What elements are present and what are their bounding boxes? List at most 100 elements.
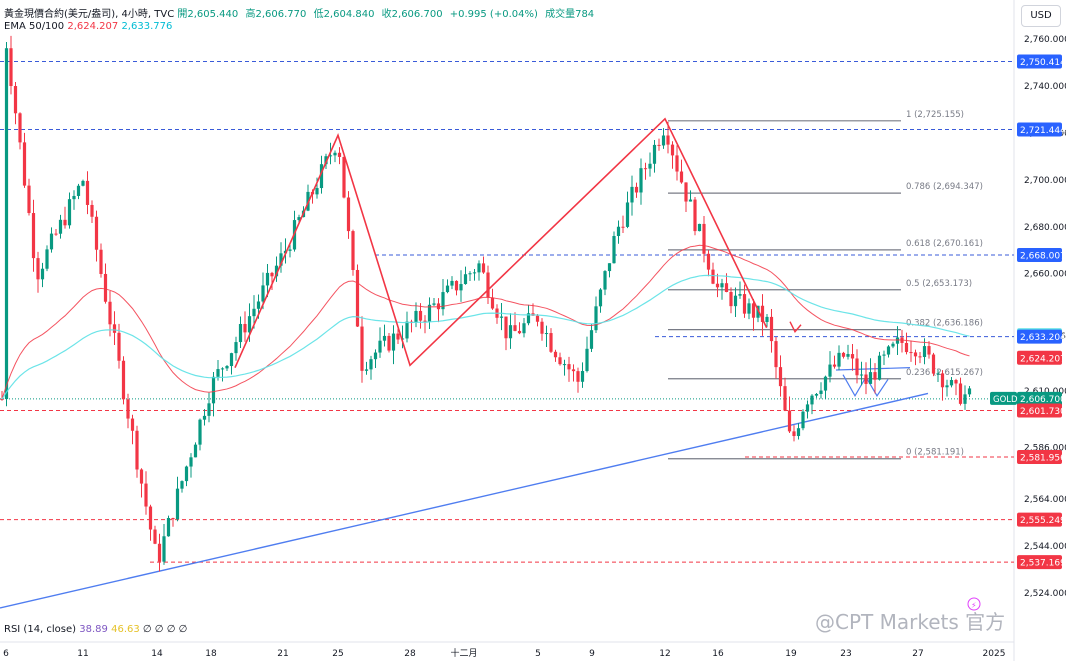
candle-body: [783, 386, 787, 411]
price-level-tag[interactable]: [1017, 512, 1062, 527]
candle-body: [486, 272, 490, 298]
y-tick-label: 2,564.000: [1024, 495, 1066, 505]
x-tick-label: 12: [659, 649, 670, 659]
candle-body: [166, 518, 171, 537]
candle-body: [247, 316, 252, 333]
event-flag-icon[interactable]: [967, 597, 981, 611]
candle-body: [895, 337, 900, 344]
currency-button[interactable]: USD: [1021, 5, 1061, 27]
candle-body: [517, 330, 522, 334]
candle-body: [54, 233, 58, 235]
candle-body: [18, 113, 22, 143]
candle-body: [882, 354, 886, 356]
price-level-tag[interactable]: [1017, 122, 1062, 137]
candle-body: [85, 180, 90, 205]
price-level-label: 2,633.204: [1020, 333, 1066, 343]
candle-body: [544, 333, 549, 335]
candle-body: [580, 371, 585, 382]
price-level-tag[interactable]: [1017, 247, 1062, 262]
fib-level-label: 0 (2,581.191): [906, 448, 964, 458]
high-value: 2,606.770: [255, 9, 307, 20]
fib-level-label: 0.382 (2,636.186): [906, 319, 983, 329]
candle-body: [454, 280, 459, 291]
candle-body: [715, 283, 720, 288]
x-tick-label: 23: [840, 649, 851, 659]
fib-level-label: 0.5 (2,653.173): [906, 279, 972, 289]
candle-body: [243, 323, 247, 333]
candle-body: [360, 326, 364, 371]
candle-body: [94, 216, 99, 250]
price-level-tag[interactable]: [1017, 449, 1062, 464]
price-level-tag[interactable]: [1017, 54, 1062, 69]
candle-body: [562, 364, 567, 366]
candle-body: [36, 258, 40, 280]
x-tick-label: 14: [151, 649, 163, 659]
candle-body: [40, 268, 45, 280]
candle-body: [202, 415, 207, 420]
candle-body: [121, 360, 126, 400]
candle-body: [319, 164, 324, 189]
price-level-label: 2,581.956: [1020, 453, 1066, 463]
candle-body: [13, 86, 18, 114]
candle-body: [904, 342, 909, 353]
candle-body: [9, 48, 13, 87]
candle-body: [958, 383, 963, 404]
candle-body: [499, 316, 504, 318]
candle-body: [846, 354, 850, 357]
ema100-line[interactable]: [1, 274, 970, 400]
pattern-line[interactable]: [234, 117, 768, 368]
candle-body: [477, 263, 481, 273]
candle-body: [567, 364, 571, 370]
watermark: @CPT Markets 官方: [815, 610, 1006, 634]
symbol-tag: [990, 391, 1017, 405]
candle-body: [679, 171, 684, 183]
candle-body: [382, 335, 387, 341]
candle-body: [868, 372, 873, 384]
candle-body: [630, 186, 634, 203]
candle-body: [855, 358, 859, 376]
candle-body: [612, 236, 616, 264]
volume-label: 成交量: [545, 9, 576, 20]
candle-body: [576, 371, 580, 382]
price-level-tag[interactable]: [1017, 350, 1062, 365]
candle-body: [864, 374, 868, 384]
candle-body: [963, 394, 967, 404]
candle-body: [45, 249, 49, 269]
ema100-value: 2,633.776: [121, 21, 173, 32]
candle-body: [639, 168, 643, 193]
candle-body: [351, 231, 355, 270]
trendline[interactable]: [0, 392, 929, 609]
candle-body: [931, 354, 936, 374]
x-tick-label: 6: [3, 649, 9, 659]
candle-body: [805, 404, 810, 412]
candle-body: [445, 285, 450, 293]
candle-body: [702, 223, 706, 254]
candle-body: [436, 303, 441, 310]
candle-body: [526, 313, 531, 324]
candle-body: [540, 321, 544, 334]
candle-body: [297, 217, 301, 221]
neckline[interactable]: [835, 367, 911, 371]
volume-value: 784: [575, 9, 595, 20]
price-level-tag[interactable]: [1017, 403, 1062, 418]
candle-body: [27, 185, 31, 214]
candle-body: [225, 366, 229, 369]
rsi-legend[interactable]: RSI (14, close) 38.89 46.63 ∅ ∅ ∅ ∅: [4, 624, 187, 635]
candle-body: [418, 310, 423, 321]
candle-body: [616, 226, 621, 237]
price-level-tag[interactable]: [1017, 329, 1062, 344]
ema-legend[interactable]: EMA 50/100 2,624.207 2,633.776: [4, 21, 172, 32]
candle-body: [117, 332, 121, 361]
candle-body: [666, 135, 670, 145]
candle-body: [76, 185, 81, 196]
candle-body: [828, 364, 832, 377]
candle-body: [720, 283, 724, 288]
candle-body: [130, 418, 135, 431]
candle-body: [787, 410, 792, 432]
x-tick-label: 28: [404, 649, 416, 659]
price-level-tag[interactable]: [1017, 555, 1062, 570]
candle-body: [432, 303, 436, 305]
candle-body: [238, 323, 243, 343]
open-value: 2,605.440: [187, 9, 239, 20]
